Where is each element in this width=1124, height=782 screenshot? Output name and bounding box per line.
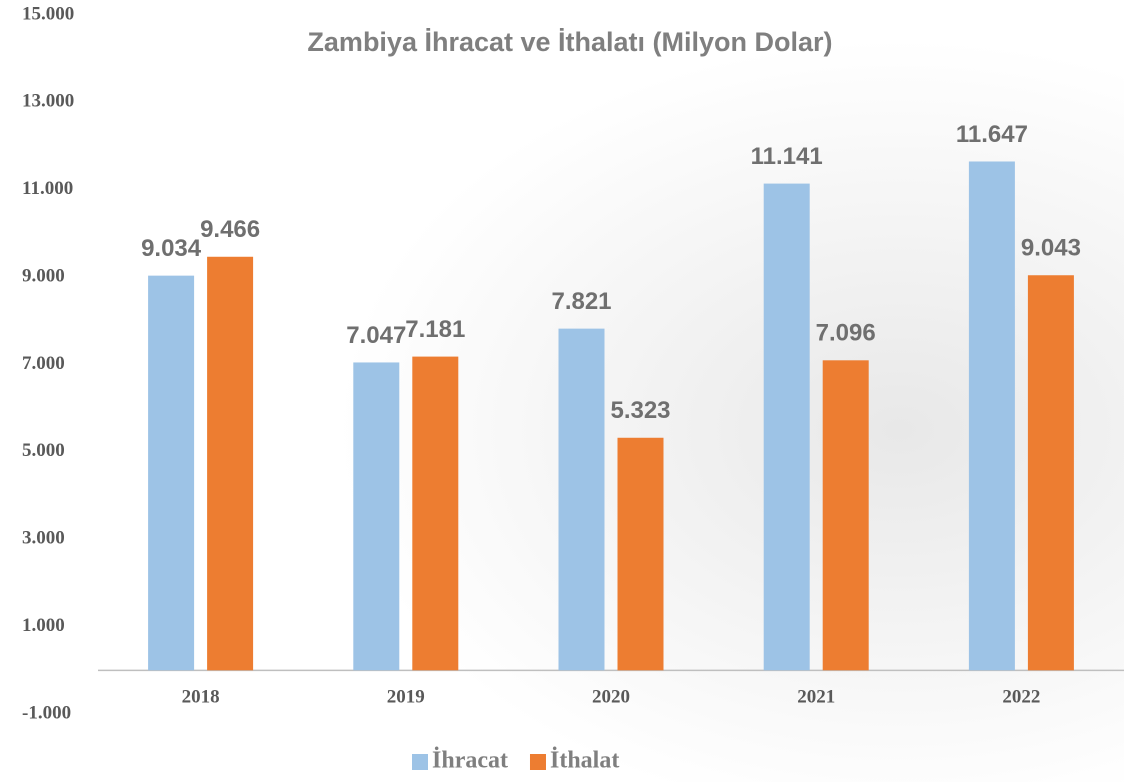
y-tick-label: 7.000 [22,353,65,374]
legend-label: İthalat [550,748,619,774]
bar [412,356,459,671]
y-tick-label: -1.000 [22,702,71,723]
x-tick-label: 2021 [797,686,835,707]
y-tick-label: 13.000 [22,91,74,112]
data-label: 7.096 [816,320,876,347]
bar [968,161,1015,671]
legend-label: İhracat [432,748,508,774]
chart-title: Zambiya İhracat ve İthalatı (Milyon Dola… [307,27,832,57]
x-tick-label: 2018 [182,686,220,707]
data-label: 7.821 [551,288,611,315]
x-tick-label: 2022 [1002,686,1040,707]
y-tick-label: 15.000 [22,3,74,24]
bar [617,437,664,671]
data-label: 11.647 [956,121,1028,148]
data-label: 11.141 [751,143,823,170]
bar [1027,275,1074,671]
y-tick-label: 9.000 [22,265,65,286]
bar [353,362,400,671]
bar [148,275,195,671]
data-label: 9.466 [200,216,260,243]
x-tick-label: 2019 [387,686,425,707]
y-tick-label: 11.000 [22,178,73,199]
bar [558,328,605,671]
y-tick-label: 3.000 [22,528,65,549]
data-label: 9.043 [1021,235,1081,262]
x-tick-label: 2020 [592,686,630,707]
bar [763,183,810,671]
y-tick-label: 1.000 [22,615,65,636]
data-label: 9.034 [141,235,202,262]
bar [822,360,869,671]
legend-swatch [529,754,546,770]
legend-swatch [412,754,428,770]
data-label: 7.181 [405,316,465,343]
y-tick-label: 5.000 [22,440,65,461]
data-label: 5.323 [610,397,670,424]
bar [207,256,254,671]
data-label: 7.047 [346,322,406,349]
